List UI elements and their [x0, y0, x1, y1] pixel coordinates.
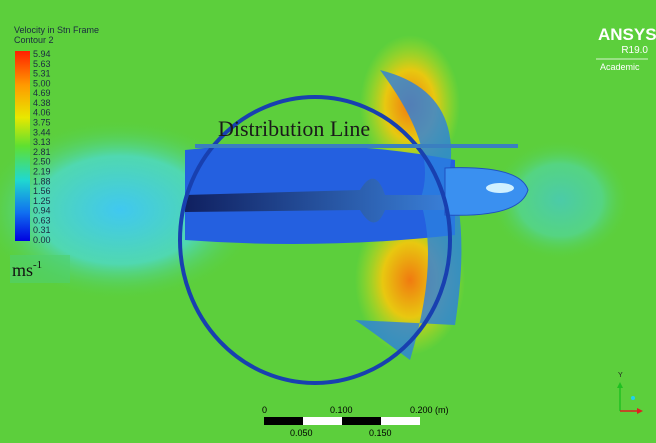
legend-level: 5.00: [33, 78, 51, 88]
legend-level: 1.56: [33, 186, 51, 196]
scale-segment: [381, 417, 420, 425]
unit-base: ms: [12, 260, 33, 280]
logo-edition: Academic: [600, 62, 640, 72]
color-bar: [15, 51, 30, 241]
scale-label: 0.050: [290, 428, 313, 438]
annotation: Distribution Line: [218, 116, 370, 141]
legend-level: 3.44: [33, 127, 51, 137]
scale-segment: [303, 417, 342, 425]
scale-label: 0.100: [330, 405, 353, 415]
contour-view: Distribution Line Velocity in Stn Frame …: [0, 0, 656, 443]
scale-segment: [264, 417, 303, 425]
legend-level: 2.19: [33, 166, 51, 176]
scale-label: 0: [262, 405, 267, 415]
legend-level: 0.31: [33, 225, 51, 235]
legend-level: 0.94: [33, 206, 51, 216]
unit-exponent: -1: [33, 259, 42, 271]
legend-level: 2.50: [33, 157, 51, 167]
legend-level: 1.88: [33, 176, 51, 186]
legend-level: 4.38: [33, 98, 51, 108]
triad-z: [631, 396, 635, 400]
legend-level: 1.25: [33, 196, 51, 206]
logo-version: R19.0: [621, 45, 648, 56]
logo-name: ANSYS: [598, 25, 656, 44]
scale-label: 0.200 (m): [410, 405, 449, 415]
legend-level: 5.31: [33, 69, 51, 79]
legend-level: 3.75: [33, 118, 51, 128]
legend-level: 3.13: [33, 137, 51, 147]
triad-label: Y: [618, 372, 623, 379]
scale-label: 0.150: [369, 428, 392, 438]
legend-level: 4.06: [33, 108, 51, 118]
legend-level: 5.63: [33, 59, 51, 69]
highlight: [486, 183, 514, 193]
legend-level: 0.00: [33, 235, 51, 245]
legend-level: 5.94: [33, 49, 51, 59]
legend-subtitle: Contour 2: [14, 35, 54, 45]
legend-level: 4.69: [33, 88, 51, 98]
legend-title: Velocity in Stn Frame: [14, 25, 99, 35]
scale-segment: [342, 417, 381, 425]
legend-level: 2.81: [33, 147, 51, 157]
legend-level: 0.63: [33, 215, 51, 225]
